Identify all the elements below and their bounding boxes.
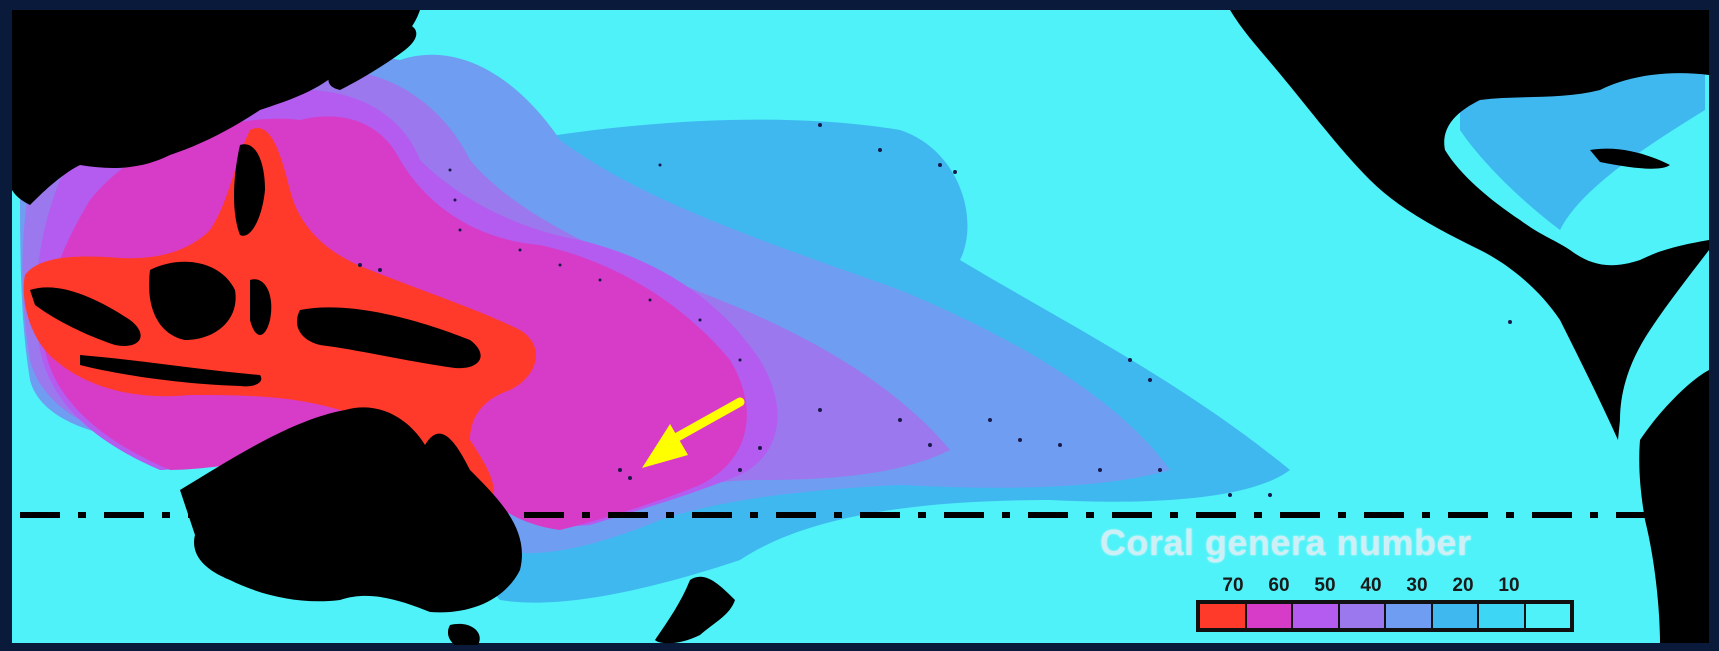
legend-tick: 70 (1222, 575, 1244, 596)
legend-swatch (1525, 604, 1570, 628)
legend-tick: 60 (1268, 575, 1290, 596)
land-south-america (1639, 370, 1709, 643)
legend-swatch (1200, 604, 1245, 628)
land-baja (1315, 100, 1360, 152)
land-tasmania (447, 623, 480, 645)
legend-tick: 10 (1498, 575, 1520, 596)
legend-swatch (1339, 604, 1384, 628)
legend-tick: 20 (1452, 575, 1474, 596)
legend-title: Coral genera number (1100, 522, 1472, 563)
legend-swatch (1479, 604, 1524, 628)
legend-tick: 50 (1314, 575, 1336, 596)
land-indonesia-west (30, 287, 141, 346)
land-borneo (149, 261, 236, 340)
legend-swatch (1246, 604, 1291, 628)
legend-tick: 40 (1360, 575, 1382, 596)
island-dots (358, 123, 1512, 497)
land-australia (180, 407, 522, 613)
legend-color-bar (1196, 600, 1574, 632)
legend-swatch (1432, 604, 1477, 628)
contour-zone-20-east (1460, 56, 1705, 230)
land-north-america (1230, 10, 1709, 440)
land-asia (12, 10, 420, 205)
land-java (80, 355, 262, 387)
yellow-arrow-icon (642, 397, 745, 468)
land-new-zealand (655, 576, 735, 644)
legend-swatch (1386, 604, 1431, 628)
legend-tick: 30 (1406, 575, 1428, 596)
legend-swatch (1293, 604, 1338, 628)
land-philippines (234, 144, 265, 236)
land-new-guinea (296, 307, 481, 369)
land-cuba (1590, 148, 1670, 169)
land-sulawesi (250, 279, 272, 335)
contour-zone-70 (23, 128, 537, 507)
land-japan (328, 25, 417, 90)
